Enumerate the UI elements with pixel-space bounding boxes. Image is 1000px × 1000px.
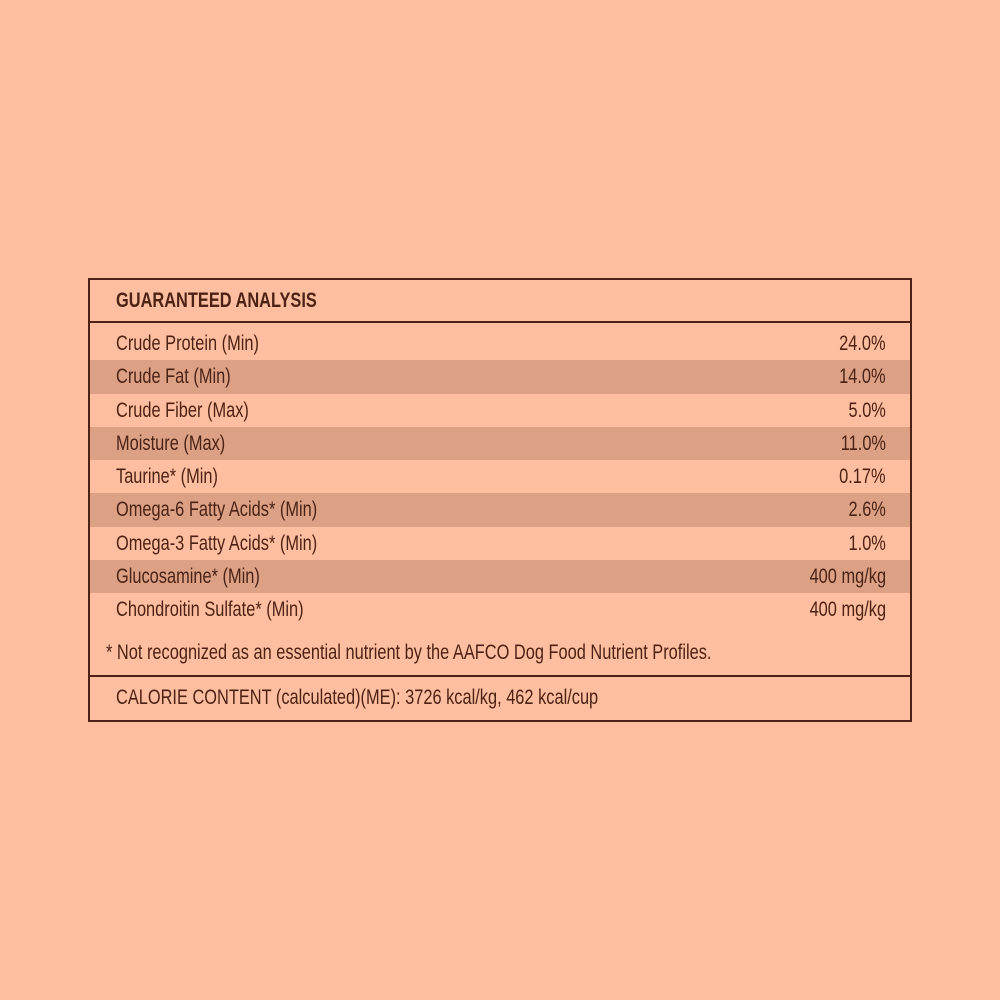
nutrient-value: 2.6% — [848, 498, 886, 522]
nutrient-value: 5.0% — [848, 398, 886, 422]
nutrient-label: Crude Protein (Min) — [116, 332, 259, 355]
nutrient-label: Taurine* (Min) — [116, 465, 218, 489]
table-row: Crude Fat (Min) 14.0% — [90, 360, 910, 394]
footnote: * Not recognized as an essential nutrien… — [106, 641, 712, 664]
calorie-content: CALORIE CONTENT (calculated)(ME): 3726 k… — [116, 686, 599, 709]
table-row: Moisture (Max) 11.0% — [90, 426, 910, 461]
nutrient-label: Glucosamine* (Min) — [116, 565, 260, 589]
guaranteed-analysis-table: GUARANTEED ANALYSIS Crude Protein (Min) 2… — [88, 278, 912, 722]
table-row: Crude Fiber (Max) 5.0% — [90, 394, 910, 427]
nutrient-value: 400 mg/kg — [809, 598, 886, 622]
table-title: GUARANTEED ANALYSIS — [116, 289, 317, 312]
nutrient-label: Crude Fat (Min) — [116, 365, 231, 389]
nutrient-value: 24.0% — [839, 332, 886, 355]
table-row: Crude Protein (Min) 24.0% — [90, 327, 910, 360]
nutrient-value: 0.17% — [839, 465, 886, 489]
table-row: Chondroitin Sulfate* (Min) 400 mg/kg — [90, 593, 910, 626]
table-row: Omega-6 Fatty Acids* (Min) 2.6% — [90, 493, 910, 527]
nutrient-rows: Crude Protein (Min) 24.0% Crude Fat (Min) 1… — [90, 327, 910, 627]
nutrient-label: Chondroitin Sulfate* (Min) — [116, 598, 304, 622]
table-row: Taurine* (Min) 0.17% — [90, 460, 910, 493]
nutrient-label: Omega-6 Fatty Acids* (Min) — [116, 498, 318, 522]
nutrient-value: 400 mg/kg — [809, 565, 886, 589]
table-row: Glucosamine* (Min) 400 mg/kg — [90, 560, 910, 594]
nutrient-label: Omega-3 Fatty Acids* (Min) — [116, 531, 318, 555]
nutrient-value: 1.0% — [848, 531, 886, 555]
nutrient-value: 11.0% — [840, 431, 886, 455]
nutrient-label: Moisture (Max) — [116, 431, 226, 455]
table-row: Omega-3 Fatty Acids* (Min) 1.0% — [90, 527, 910, 560]
calorie-content-row: CALORIE CONTENT (calculated)(ME): 3726 k… — [90, 675, 910, 720]
nutrient-label: Crude Fiber (Max) — [116, 398, 249, 422]
nutrient-value: 14.0% — [839, 365, 886, 389]
table-header: GUARANTEED ANALYSIS — [90, 280, 910, 323]
